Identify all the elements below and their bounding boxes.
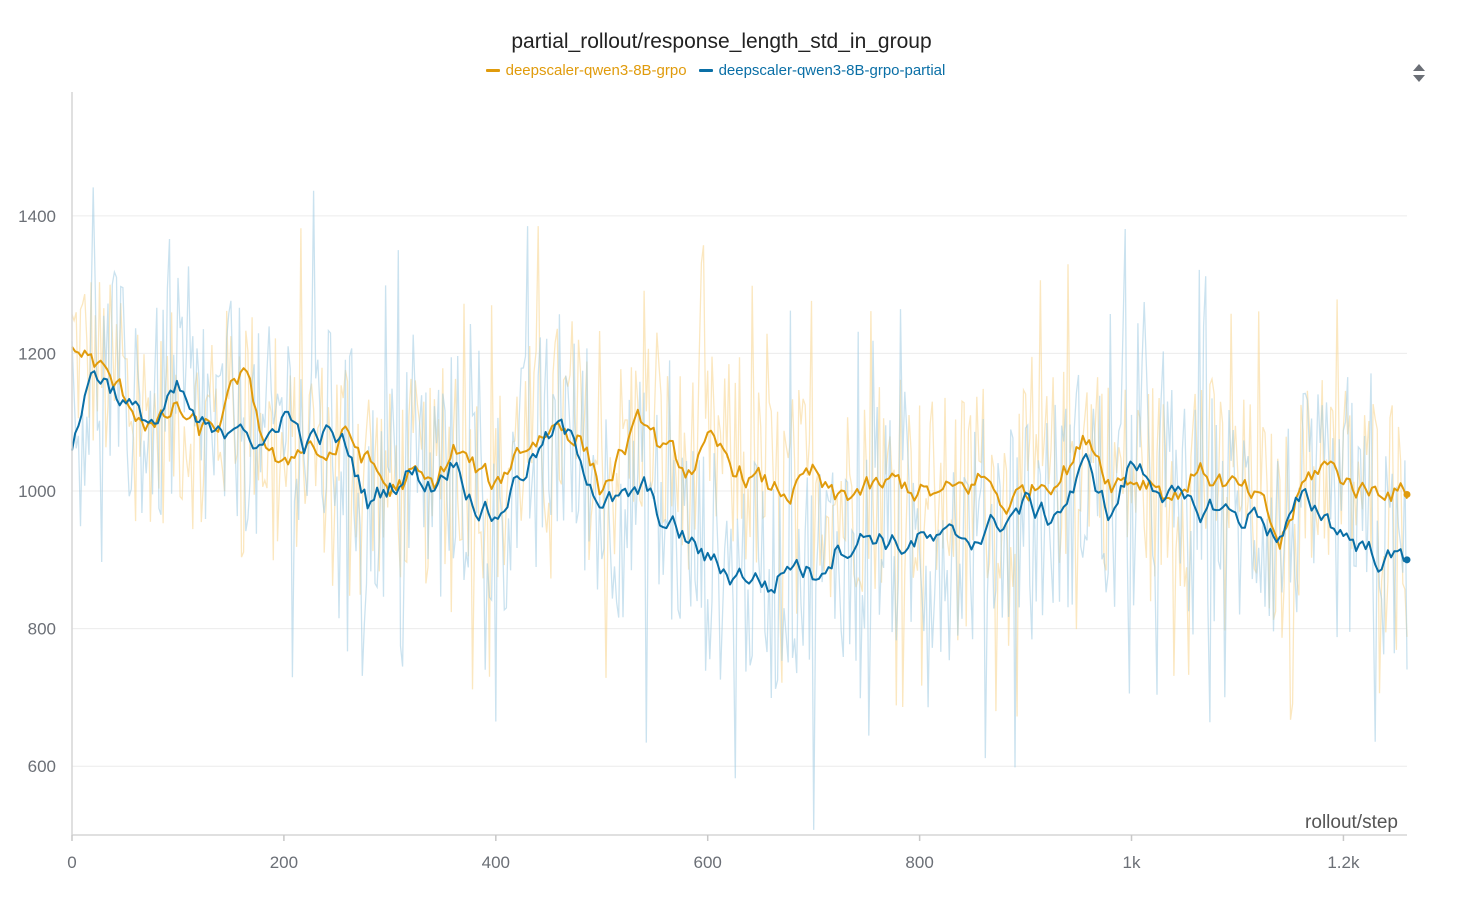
legend-swatch-grpo [485, 69, 500, 72]
x-tick-label: 600 [694, 853, 722, 872]
grid-layer [72, 215, 1407, 767]
legend-swatch-grpo-partial [698, 69, 713, 72]
axes-layer: 600 800 1000 1200 1400 0 200 400 600 800 1k 1.2k rol… [18, 92, 1407, 872]
legend-label-grpo: deepscaler-qwen3-8B-grpo [505, 62, 687, 79]
chart-legend: deepscaler-qwen3-8B-grpo deepscaler-qwen… [0, 62, 1431, 79]
y-tick-label: 1000 [18, 482, 56, 501]
smoothed-lines-layer [71, 346, 1411, 594]
series-line-1[interactable] [71, 370, 1408, 594]
x-axis-title: rollout/step [1305, 812, 1398, 833]
x-tick-label: 400 [482, 853, 510, 872]
y-tick-label: 1400 [18, 207, 56, 226]
x-tick-label: 200 [270, 853, 298, 872]
series-line-0[interactable] [71, 346, 1408, 550]
legend-label-grpo-partial: deepscaler-qwen3-8B-grpo-partial [718, 62, 946, 79]
x-tick-label: 1k [1123, 853, 1141, 872]
y-tick-label: 800 [28, 620, 56, 639]
y-tick-label: 1200 [18, 344, 56, 363]
raw-series-0 [71, 226, 1408, 720]
series-endpoint-1 [1403, 556, 1411, 564]
series-endpoint-0 [1403, 490, 1411, 498]
x-tick-label: 0 [67, 853, 76, 872]
chart-title: partial_rollout/response_length_std_in_g… [511, 30, 932, 53]
legend-item-grpo-partial[interactable]: deepscaler-qwen3-8B-grpo-partial [698, 62, 946, 79]
x-tick-label: 800 [905, 853, 933, 872]
y-tick-label: 600 [28, 757, 56, 776]
x-tick-label: 1.2k [1327, 853, 1360, 872]
sort-arrows-icon[interactable] [1410, 62, 1428, 84]
legend-item-grpo[interactable]: deepscaler-qwen3-8B-grpo [485, 62, 687, 79]
